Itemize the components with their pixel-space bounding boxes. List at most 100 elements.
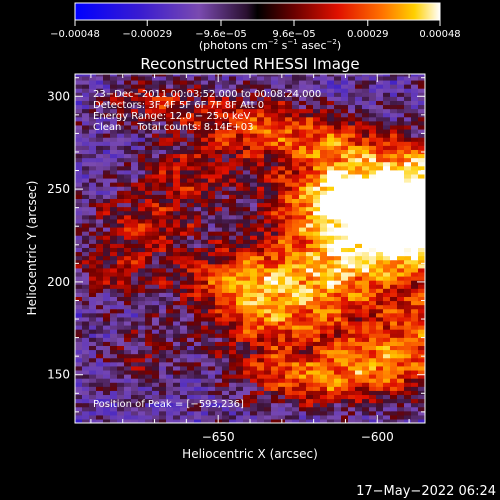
heatmap-cell [166,173,174,179]
heatmap-cell [236,378,244,383]
heatmap-cell [208,92,216,97]
heatmap-cell [124,161,132,167]
heatmap-cell [257,382,265,387]
heatmap-cell [152,324,160,330]
heatmap-cell [257,235,265,240]
heatmap-cell [152,243,160,248]
heatmap-cell [306,75,314,81]
heatmap-cell [96,320,104,326]
heatmap-cell [82,112,90,118]
heatmap-cell [89,206,97,212]
heatmap-cell [411,239,419,244]
heatmap-cell [334,292,342,297]
heatmap-cell [187,100,195,106]
heatmap-cell [110,349,118,355]
heatmap-cell [334,406,342,412]
heatmap-cell [418,133,425,138]
heatmap-cell [411,141,419,146]
heatmap-cell [292,365,300,371]
heatmap-cell [229,202,237,208]
heatmap-cell [376,304,384,310]
heatmap-cell [159,186,167,191]
heatmap-cell [397,373,405,379]
heatmap-cell [145,361,153,367]
heatmap-cell [159,206,167,212]
heatmap-cell [194,390,202,396]
heatmap-cell [334,267,342,273]
heatmap-cell [418,165,425,171]
heatmap-cell [215,79,223,85]
heatmap-cell [187,165,195,171]
heatmap-cell [159,378,167,383]
heatmap-cell [222,304,230,310]
heatmap-cell [96,365,104,371]
heatmap-cell [187,210,195,216]
heatmap-cell [229,210,237,216]
heatmap-cell [215,84,223,89]
heatmap-cell [215,173,223,179]
heatmap-cell [327,235,335,240]
heatmap-cell [145,316,153,322]
heatmap-cell [215,251,223,257]
heatmap-cell [131,280,139,285]
heatmap-cell [117,88,125,93]
heatmap-cell [222,255,230,261]
heatmap-cell [222,414,230,420]
heatmap-cell [173,161,181,167]
heatmap-cell [236,353,244,359]
heatmap-cell [278,108,286,114]
heatmap-cell [264,275,272,281]
heatmap-cell [201,108,209,114]
heatmap-cell [299,361,307,367]
heatmap-cell [285,320,293,326]
heatmap-cell [75,235,83,240]
heatmap-cell [306,182,314,187]
heatmap-cell [117,235,125,240]
heatmap-cell [369,79,377,85]
heatmap-cell [327,214,335,220]
heatmap-cell [418,341,425,347]
heatmap-cell [404,320,412,326]
heatmap-cell [285,79,293,85]
heatmap-cell [138,169,146,175]
heatmap-cell [348,165,356,171]
heatmap-cell [285,75,293,81]
heatmap-cell [383,214,391,220]
heatmap-cell [299,349,307,355]
heatmap-cell [292,324,300,330]
heatmap-cell [292,414,300,420]
heatmap-cell [103,361,111,367]
heatmap-cell [418,247,425,253]
heatmap-cell [327,96,335,101]
heatmap-cell [383,345,391,351]
heatmap-cell [75,247,83,253]
heatmap-cell [173,149,181,155]
heatmap-cell [250,271,258,277]
heatmap-cell [138,157,146,163]
heatmap-cell [103,386,111,391]
heatmap-cell [299,337,307,342]
heatmap-cell [215,292,223,297]
heatmap-cell [404,349,412,355]
heatmap-cell [250,353,258,359]
heatmap-cell [194,153,202,159]
heatmap-cell [404,263,412,269]
heatmap-cell [250,324,258,330]
heatmap-cell [96,382,104,387]
heatmap-cell [341,300,349,306]
heatmap-cell [103,124,111,130]
heatmap-cell [187,398,195,404]
heatmap-cell [299,100,307,106]
heatmap-cell [355,271,363,277]
heatmap-cell [397,231,405,236]
heatmap-cell [124,169,132,175]
heatmap-cell [110,182,118,187]
heatmap-cell [166,165,174,171]
heatmap-cell [369,165,377,171]
heatmap-cell [411,255,419,261]
heatmap-cell [215,386,223,391]
heatmap-cell [327,120,335,126]
heatmap-cell [173,365,181,371]
heatmap-cell [292,337,300,342]
heatmap-cell [173,169,181,175]
